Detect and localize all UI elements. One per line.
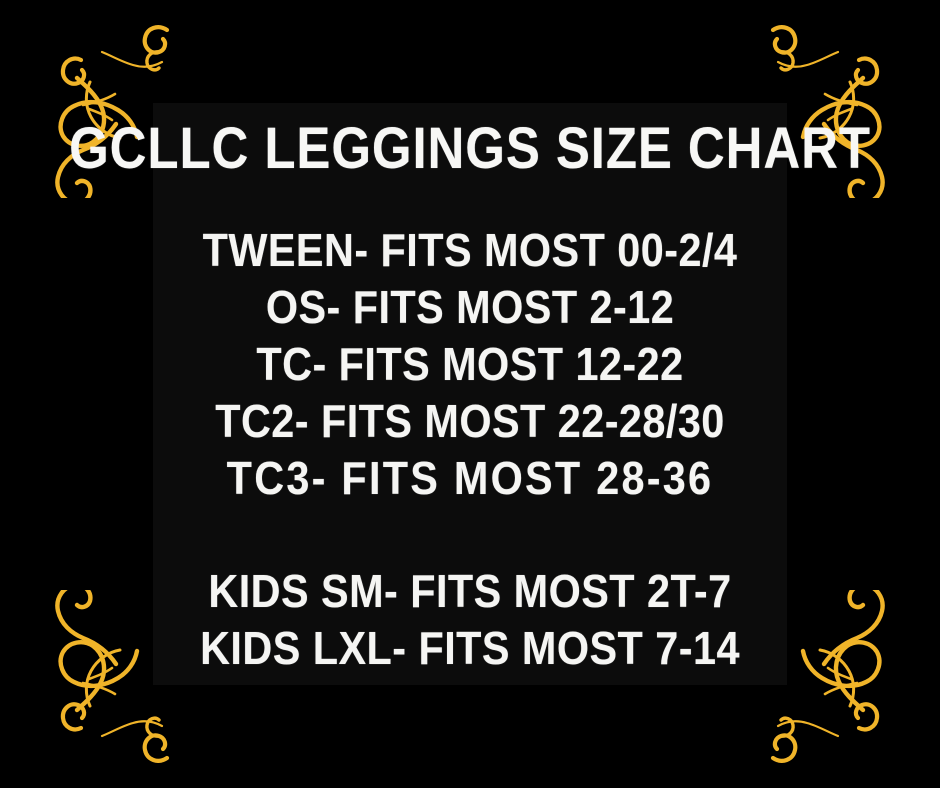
size-line-tc: TC- FITS MOST 12-22 (256, 338, 684, 390)
size-line-tween: TWEEN- FITS MOST 00-2/4 (202, 224, 738, 276)
size-line-tc3: TC3- FITS MOST 28-36 (226, 452, 714, 504)
size-list: TWEEN- FITS MOST 00-2/4 OS- FITS MOST 2-… (0, 222, 940, 677)
size-line-tc2: TC2- FITS MOST 22-28/30 (215, 395, 725, 447)
size-line-kids-lxl: KIDS LXL- FITS MOST 7-14 (200, 622, 740, 674)
page-title: GCLLC LEGGINGS SIZE CHART (69, 116, 871, 181)
inner-panel (153, 103, 787, 685)
size-list-separator (0, 507, 940, 563)
size-line-os: OS- FITS MOST 2-12 (265, 281, 675, 333)
size-line-kids-sm: KIDS SM- FITS MOST 2T-7 (208, 565, 732, 617)
